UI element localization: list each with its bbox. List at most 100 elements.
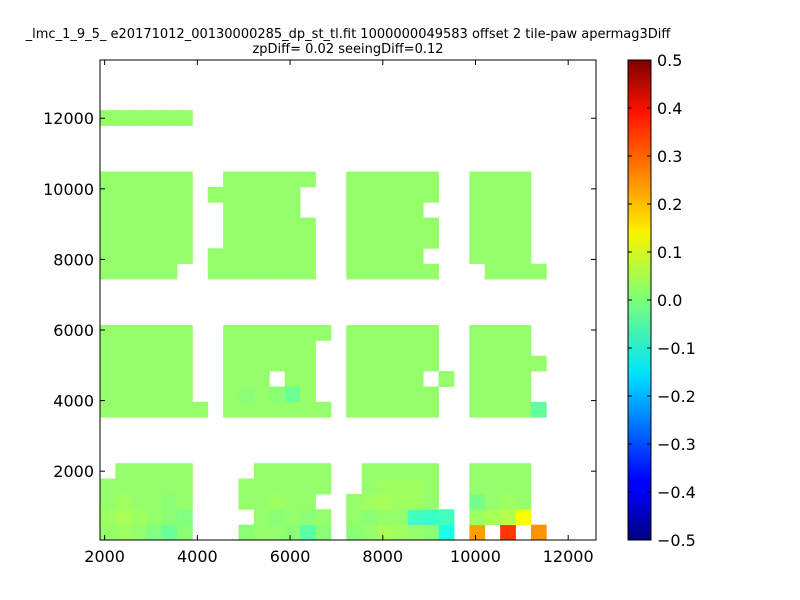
- heatmap-cell: [161, 186, 178, 203]
- heatmap-cell: [284, 263, 301, 280]
- heatmap-cell: [130, 386, 147, 403]
- heatmap-cell: [100, 202, 116, 218]
- heatmap-cell: [361, 371, 378, 387]
- heatmap-cell: [469, 493, 486, 510]
- heatmap-cell: [346, 217, 363, 234]
- heatmap-cell: [176, 509, 193, 526]
- heatmap-cell: [146, 386, 162, 403]
- heatmap-cell: [115, 386, 132, 403]
- chart-title: _lmc_1_9_5_ e20171012_00130000285_dp_st_…: [25, 27, 672, 42]
- heatmap-cell: [100, 386, 116, 403]
- heatmap-cell: [346, 524, 363, 541]
- heatmap-cell: [407, 186, 424, 203]
- heatmap-cell: [530, 401, 547, 418]
- heatmap-cell: [130, 493, 147, 510]
- x-tick-label: 12000: [543, 547, 594, 566]
- heatmap-cell: [300, 524, 316, 541]
- heatmap-cell: [284, 217, 301, 234]
- heatmap-cell: [115, 355, 132, 372]
- heatmap-cell: [253, 401, 270, 418]
- heatmap-cell: [269, 478, 286, 495]
- heatmap-cell: [361, 263, 378, 280]
- heatmap-cell: [377, 171, 393, 188]
- heatmap-cell: [176, 463, 193, 479]
- heatmap-cell: [161, 248, 178, 265]
- heatmap-cell: [161, 386, 178, 403]
- heatmap-cell: [238, 524, 255, 541]
- heatmap-cell: [284, 355, 301, 372]
- heatmap-cell: [377, 493, 393, 510]
- heatmap-cell: [176, 110, 193, 126]
- heatmap-cell: [515, 263, 532, 280]
- y-tick-label: 12000: [43, 109, 94, 128]
- heatmap-cell: [100, 232, 116, 249]
- plot-frame: [99, 59, 597, 541]
- y-tick-label: 4000: [53, 392, 94, 411]
- heatmap-cell: [407, 325, 424, 341]
- heatmap-cell: [115, 401, 132, 418]
- heatmap-cell: [130, 171, 147, 188]
- heatmap-cell: [130, 463, 147, 479]
- heatmap-cell: [253, 232, 270, 249]
- heatmap-cell: [346, 186, 363, 203]
- heatmap-cell: [284, 340, 301, 357]
- heatmap-cell: [300, 325, 316, 341]
- y-tick-label: 6000: [53, 321, 94, 340]
- heatmap-cell: [269, 355, 286, 372]
- heatmap-cell: [238, 171, 255, 188]
- heatmap-cell: [361, 524, 378, 541]
- heatmap-cell: [500, 217, 516, 234]
- heatmap-cell: [484, 186, 501, 203]
- heatmap-cell: [146, 171, 162, 188]
- heatmap-cell: [300, 463, 316, 479]
- heatmap-cell: [392, 263, 409, 280]
- heatmap-cell: [500, 263, 516, 280]
- heatmap-cell: [238, 355, 255, 372]
- heatmap-cell: [515, 325, 532, 341]
- heatmap-cell: [284, 232, 301, 249]
- heatmap-cell: [146, 263, 162, 280]
- heatmap-cell: [500, 401, 516, 418]
- heatmap-cell: [161, 355, 178, 372]
- colorbar-tick-label: −0.2: [657, 387, 696, 406]
- heatmap-cell: [115, 325, 132, 341]
- heatmap-cell: [438, 371, 455, 387]
- heatmap-cell: [161, 371, 178, 387]
- heatmap-cell: [392, 217, 409, 234]
- heatmap-cell: [146, 217, 162, 234]
- heatmap-cell: [146, 186, 162, 203]
- heatmap-cell: [392, 493, 409, 510]
- heatmap-cell: [500, 186, 516, 203]
- heatmap-cell: [423, 386, 439, 403]
- heatmap-cell: [223, 355, 239, 372]
- heatmap-cell: [161, 202, 178, 218]
- y-tick-label: 10000: [43, 180, 94, 199]
- heatmap-cell: [515, 401, 532, 418]
- heatmap-cell: [100, 509, 116, 526]
- heatmap-cell: [130, 401, 147, 418]
- heatmap-cell: [146, 509, 162, 526]
- heatmap-cell: [207, 248, 224, 265]
- heatmap-cell: [100, 263, 116, 280]
- heatmap-cell: [392, 371, 409, 387]
- heatmap-cell: [284, 202, 301, 218]
- heatmap-cell: [469, 371, 486, 387]
- heatmap-cell: [130, 186, 147, 203]
- heatmap-cell: [115, 186, 132, 203]
- heatmap-cell: [407, 386, 424, 403]
- heatmap-cell: [423, 325, 439, 341]
- heatmap-cell: [284, 325, 301, 341]
- heatmap-cell: [253, 186, 270, 203]
- heatmap-cell: [161, 401, 178, 418]
- heatmap-cell: [130, 110, 147, 126]
- heatmap-cell: [407, 171, 424, 188]
- heatmap-cell: [253, 340, 270, 357]
- heatmap-cell: [300, 232, 316, 249]
- heatmap-cell: [161, 509, 178, 526]
- heatmap-cell: [500, 463, 516, 479]
- heatmap-cell: [392, 478, 409, 495]
- heatmap-cell: [238, 202, 255, 218]
- heatmap-cell: [269, 202, 286, 218]
- heatmap-cell: [130, 202, 147, 218]
- heatmap-cell: [377, 401, 393, 418]
